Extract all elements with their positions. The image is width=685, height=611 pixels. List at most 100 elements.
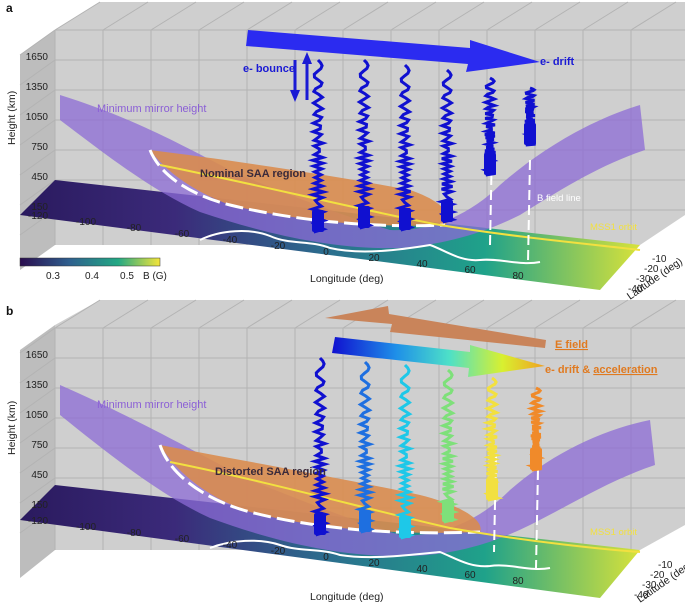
y-tick-label: 1650 (26, 52, 49, 63)
lon-ticks: -120 -100 -80 -60 -40 -20 0 20 40 60 80 (28, 516, 524, 587)
lon-ticks: -120 -100 -80 -60 -40 -20 0 20 40 60 80 (28, 211, 524, 282)
y-tick-label: 1350 (26, 380, 49, 391)
y-ticks: 1650 1350 1050 750 450 150 (26, 350, 49, 511)
electron-mirror-point (486, 478, 498, 500)
bfield-label: B field line (537, 193, 581, 204)
lon-tick-label: 60 (464, 265, 476, 276)
lon-axis-label: Longitude (deg) (310, 591, 384, 603)
y-tick-label: 150 (31, 202, 48, 213)
y-axis-label: Height (km) (6, 401, 18, 455)
y-axis-label: Height (km) (6, 91, 18, 145)
saa-boundary (158, 444, 481, 535)
electron-mirror-point (484, 153, 496, 175)
lon-tick-label: -100 (76, 522, 96, 533)
electron-mirror-point (359, 510, 371, 532)
lat-tick-label: -30 (642, 580, 657, 591)
lat-tick-label: -20 (650, 570, 665, 581)
mirror-height-surface (60, 385, 655, 557)
lon-tick-label: 40 (416, 564, 428, 575)
panel-label: b (6, 304, 13, 318)
panel-label: a (6, 1, 13, 15)
lat-tick-label: -10 (658, 560, 673, 571)
lon-tick-label: -80 (127, 223, 142, 234)
lon-tick-label: -60 (175, 534, 190, 545)
y-tick-label: 450 (31, 172, 48, 183)
colorbar (19, 257, 161, 267)
electron-helix (436, 368, 460, 524)
orbit-label: MSS1 orbit (590, 527, 637, 538)
lon-tick-label: 20 (368, 558, 380, 569)
lat-tick-label: -30 (636, 274, 651, 285)
saa-label: Nominal SAA region (200, 168, 306, 180)
lon-tick-label: -40 (223, 235, 238, 246)
lon-tick-label: -100 (76, 217, 96, 228)
saa-boundary (148, 149, 446, 228)
colorbar-ticks: 0.3 0.4 0.5 (46, 271, 134, 282)
electron-helix (353, 360, 377, 534)
lon-tick-label: -20 (271, 241, 286, 252)
y-tick-label: 450 (31, 470, 48, 481)
lon-tick-label: -20 (271, 546, 286, 557)
electron-helices (306, 58, 539, 234)
mirror-label: Minimum mirror height (97, 103, 206, 115)
lon-tick-label: 80 (512, 576, 524, 587)
electron-helix (435, 68, 459, 224)
electron-helices (309, 356, 547, 540)
efield-arrow (325, 306, 546, 348)
drift-accel-arrow (332, 337, 545, 377)
lon-tick-label: -80 (127, 528, 142, 539)
drift-accel-label-2: acceleration (593, 364, 657, 376)
electron-mirror-point (524, 123, 536, 145)
lon-tick-label: 20 (368, 253, 380, 264)
y-tick-label: 150 (31, 500, 48, 511)
electron-helix (306, 58, 330, 234)
lat-ticks: -10-20-30-40 (628, 254, 667, 295)
saa-label: Distorted SAA region (215, 466, 326, 478)
y-tick-label: 1650 (26, 350, 49, 361)
saa-region (150, 150, 449, 226)
y-tick-label: 750 (31, 142, 48, 153)
electron-mirror-point (441, 200, 453, 222)
lat-tick-label: -20 (644, 264, 659, 275)
lon-tick-label: 80 (512, 271, 524, 282)
electron-mirror-point (358, 206, 370, 228)
lon-tick-label: 40 (416, 259, 428, 270)
panel-a: Height (km) 1650 1350 1050 750 450 150 -120 -1… (6, 1, 685, 302)
bounce-label: e- bounce (243, 63, 295, 75)
b-field-line (535, 469, 539, 569)
lat-tick-label: -40 (634, 590, 649, 601)
y-tick-label: 1350 (26, 82, 49, 93)
lon-tick-label: -40 (223, 540, 238, 551)
electron-mirror-point (399, 516, 411, 538)
coastline (209, 539, 551, 570)
colorbar-label: B (G) (143, 271, 167, 282)
y-tick-label: 1050 (26, 410, 49, 421)
mss1-orbit (169, 461, 641, 553)
drift-label: e- drift (540, 56, 575, 68)
y-tick-label: 1050 (26, 112, 49, 123)
lon-tick-label: -120 (28, 211, 48, 222)
y-ticks: 1650 1350 1050 750 450 150 (26, 52, 49, 213)
orbit-label: MSS1 orbit (590, 222, 637, 233)
electron-helix (393, 363, 417, 540)
mirror-label: Minimum mirror height (97, 399, 206, 411)
bounce-arrow-up-head (302, 52, 312, 64)
y-tick-label: 750 (31, 440, 48, 451)
lon-tick-label: 60 (464, 570, 476, 581)
electron-helix (393, 63, 416, 232)
mss1-orbit (159, 164, 641, 251)
lon-tick-label: 0 (323, 247, 329, 258)
b-field-line (527, 159, 531, 263)
lon-axis-label: Longitude (deg) (310, 273, 384, 285)
drift-accel-label-1: e- drift & (545, 364, 593, 376)
lat-ticks: -10-20-30-40 (634, 560, 673, 601)
drift-arrow (246, 30, 540, 72)
colorbar-tick-label: 0.3 (46, 271, 60, 282)
electron-mirror-point (399, 208, 411, 230)
electron-helix (309, 356, 332, 537)
electron-mirror-point (442, 500, 454, 522)
electron-mirror-point (314, 513, 326, 535)
efield-label: E field (555, 339, 588, 351)
colorbar-tick-label: 0.4 (85, 271, 99, 282)
